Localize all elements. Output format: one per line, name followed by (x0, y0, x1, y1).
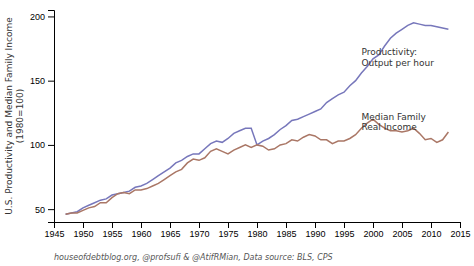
footnote: houseofdebtblog.org, @profsufi & @AtifRM… (54, 253, 333, 262)
tick: 2010 (421, 222, 441, 239)
axis-domain (55, 223, 461, 229)
tick: 1945 (44, 222, 64, 239)
annotation: Productivity:Output per hour (361, 47, 434, 68)
tick-mark (141, 222, 142, 228)
tick-label: 100 (30, 140, 45, 150)
tick-mark (48, 16, 54, 17)
tick-mark (315, 222, 316, 228)
tick: 100 (30, 140, 54, 150)
tick-label: 1980 (247, 229, 267, 239)
tick-label: 1965 (160, 229, 180, 239)
tick-mark (431, 222, 432, 228)
tick-label: 2000 (363, 229, 383, 239)
series-line (66, 119, 449, 214)
tick-mark (228, 222, 229, 228)
tick: 1985 (276, 222, 296, 239)
tick: 1995 (334, 222, 354, 239)
annotation: Median FamilyReal Income (361, 112, 426, 133)
tick: 50 (35, 205, 54, 215)
tick-label: 1985 (276, 229, 296, 239)
tick: 200 (30, 12, 54, 22)
tick-label: 1995 (334, 229, 354, 239)
tick-mark (112, 222, 113, 228)
tick-mark (48, 209, 54, 210)
tick: 1955 (102, 222, 122, 239)
tick: 1960 (131, 222, 151, 239)
tick: 1965 (160, 222, 180, 239)
tick-label: 50 (35, 205, 45, 215)
tick-mark (83, 222, 84, 228)
tick-label: 1945 (44, 229, 64, 239)
tick-label: 150 (30, 76, 45, 86)
tick-label: 1950 (73, 229, 93, 239)
tick: 1990 (305, 222, 325, 239)
tick: 150 (30, 76, 54, 86)
series-line (66, 23, 449, 214)
axis-domain (48, 11, 55, 223)
tick: 2005 (392, 222, 412, 239)
tick-label: 2005 (392, 229, 412, 239)
tick: 1975 (218, 222, 238, 239)
tick: 2015 (450, 222, 470, 239)
tick-label: 1955 (102, 229, 122, 239)
tick: 2000 (363, 222, 383, 239)
chart: 1945 1950 1955 1960 1965 1970 1975 1980 1985 1990… (0, 0, 474, 266)
tick: 1980 (247, 222, 267, 239)
tick-mark (460, 222, 461, 228)
tick-mark (373, 222, 374, 228)
tick-mark (257, 222, 258, 228)
tick-label: 200 (30, 12, 45, 22)
tick-label: 2010 (421, 229, 441, 239)
plot-area (66, 23, 449, 214)
tick-mark (48, 145, 54, 146)
tick-mark (199, 222, 200, 228)
y-axis: 50 100 150 200 (30, 11, 55, 223)
tick-mark (402, 222, 403, 228)
tick-label: 1960 (131, 229, 151, 239)
tick: 1970 (189, 222, 209, 239)
tick-label: 1975 (218, 229, 238, 239)
tick-label: 1970 (189, 229, 209, 239)
tick-mark (48, 81, 54, 82)
tick-label: 2015 (450, 229, 470, 239)
y-axis-title: U.S. Productivity and Median Family Inco… (4, 17, 25, 215)
tick-label: 1990 (305, 229, 325, 239)
tick-mark (344, 222, 345, 228)
tick-mark (286, 222, 287, 228)
tick-mark (170, 222, 171, 228)
x-axis: 1945 1950 1955 1960 1965 1970 1975 1980 1985 1990… (44, 222, 470, 239)
tick: 1950 (73, 222, 93, 239)
